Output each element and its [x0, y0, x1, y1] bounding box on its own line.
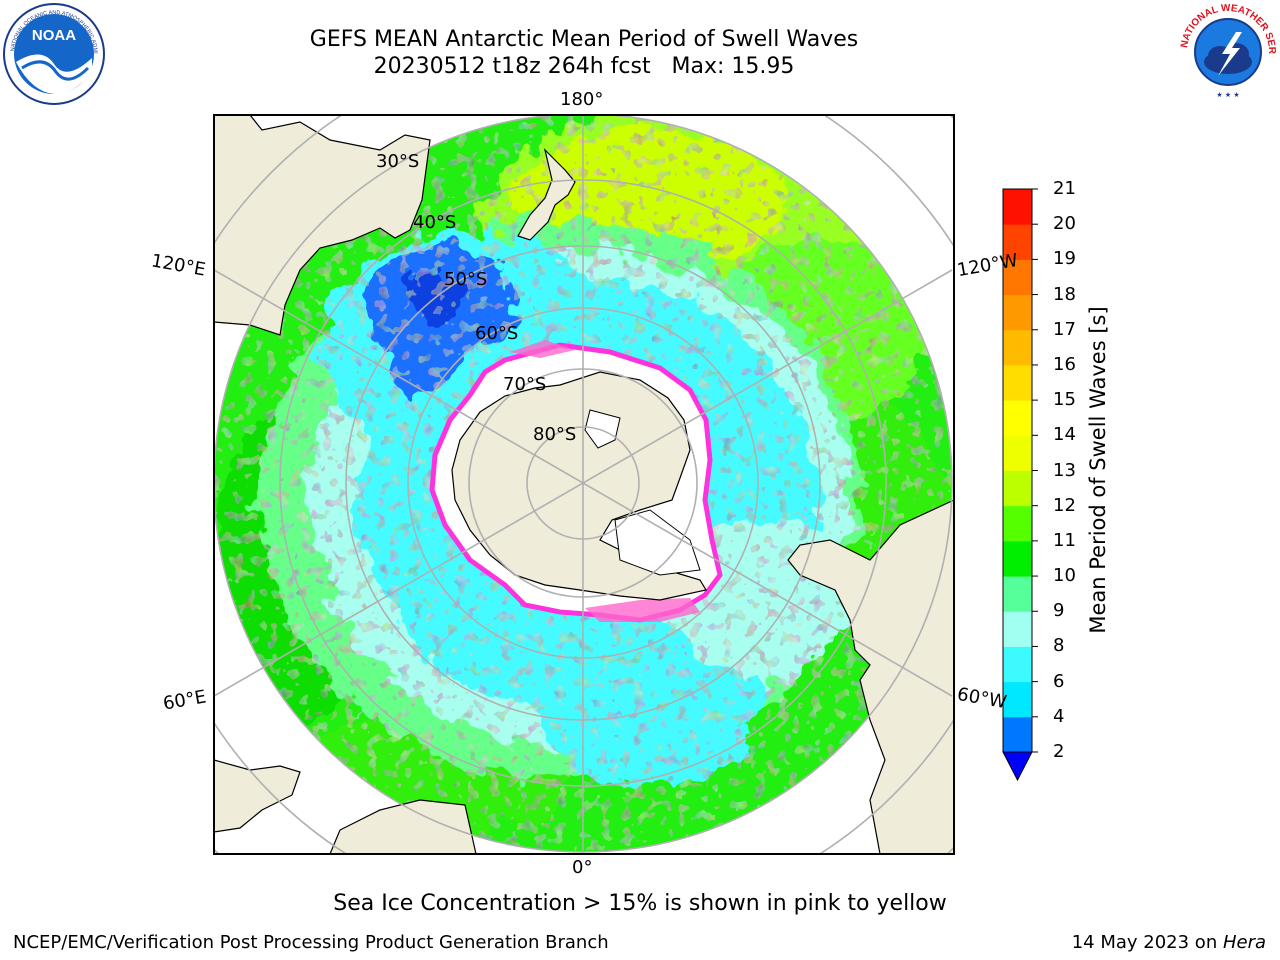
colorbar-segment: [1003, 576, 1032, 612]
colorbar-label: Mean Period of Swell Waves [s]: [1086, 306, 1110, 634]
colorbar-segment: [1003, 470, 1032, 507]
colorbar-tick-label: 21: [1053, 178, 1076, 199]
footer-credit: NCEP/EMC/Verification Post Processing Pr…: [13, 932, 609, 953]
graticule: [214, 115, 954, 854]
colorbar-tick-label: 13: [1053, 459, 1076, 481]
footer-date: 14 May 2023 on Hera: [1072, 932, 1266, 953]
colorbar-segment: [1003, 716, 1032, 753]
colorbar-tick-label: 10: [1053, 565, 1076, 587]
lat-label-40s: 40°S: [413, 212, 457, 233]
chart-subtitle: 20230512 t18z 264h fcst Max: 15.95: [373, 54, 795, 79]
sea-ice-note: Sea Ice Concentration > 15% is shown in …: [333, 891, 947, 916]
colorbar-segment: [1003, 329, 1032, 366]
lat-label-50s: 50°S: [444, 269, 488, 290]
noaa-logo-text: NOAA: [32, 27, 76, 44]
colorbar-segment: [1003, 189, 1032, 225]
colorbar-segment: [1003, 540, 1032, 577]
colorbar-segment: [1003, 259, 1032, 296]
sea-ice-ross: [510, 340, 575, 358]
map-frame: [213, 114, 955, 855]
colorbar-tick-label: 9: [1053, 600, 1065, 622]
africa-land: [329, 799, 477, 854]
colorbar: [1002, 188, 1038, 782]
south-america-land: [787, 499, 954, 854]
sea-ice-weddell: [585, 598, 700, 622]
noaa-logo: NOAA NATIONAL OCEANIC AND ATMOSPHERIC AD…: [2, 2, 105, 105]
colorbar-segment: [1003, 681, 1032, 718]
colorbar-extend-min: [1002, 751, 1033, 782]
colorbar-segment: [1003, 294, 1032, 331]
colorbar-tick-label: 14: [1053, 424, 1076, 446]
svg-text:★ ★ ★: ★ ★ ★: [1216, 91, 1239, 99]
colorbar-tick-label: 8: [1053, 635, 1065, 657]
colorbar-tick-label: 19: [1053, 248, 1076, 270]
australia-land: [214, 115, 431, 336]
colorbar-segment: [1003, 611, 1032, 647]
madagascar-land: [214, 759, 301, 833]
colorbar-tick-label: 15: [1053, 389, 1076, 411]
colorbar-segment: [1003, 224, 1032, 260]
lat-label-30s: 30°S: [376, 151, 420, 172]
lon-label-0: 0°: [572, 857, 593, 878]
chart-title: GEFS MEAN Antarctic Mean Period of Swell…: [309, 27, 859, 52]
colorbar-segment: [1003, 505, 1032, 542]
colorbar-tick-label: 6: [1053, 670, 1065, 692]
colorbar-tick-label: 4: [1053, 705, 1065, 727]
nws-logo: NATIONAL WEATHER SERVICE ★ ★ ★: [1178, 2, 1277, 101]
colorbar-tick-label: 17: [1053, 318, 1076, 340]
colorbar-segment: [1003, 435, 1032, 471]
colorbar-tick-label: 16: [1053, 353, 1076, 375]
colorbar-tick-label: 20: [1053, 213, 1076, 235]
colorbar-segment: [1003, 400, 1032, 436]
colorbar-tick-label: 18: [1053, 283, 1076, 305]
footer-date-text: 14 May 2023 on: [1071, 932, 1223, 953]
colorbar-segment: [1003, 646, 1032, 683]
colorbar-segment: [1003, 364, 1032, 401]
colorbar-tick-label: 12: [1053, 494, 1076, 516]
colorbar-tick-label: 11: [1053, 529, 1076, 551]
land: [214, 115, 954, 854]
footer-host: Hera: [1222, 932, 1266, 953]
lat-label-70s: 70°S: [503, 374, 547, 395]
colorbar-tick-label: 2: [1053, 741, 1065, 762]
ronne-ice-shelf: [614, 509, 701, 576]
lat-label-80s: 80°S: [533, 424, 577, 445]
lon-label-180: 180°: [560, 89, 604, 110]
lat-label-60s: 60°S: [475, 323, 519, 344]
